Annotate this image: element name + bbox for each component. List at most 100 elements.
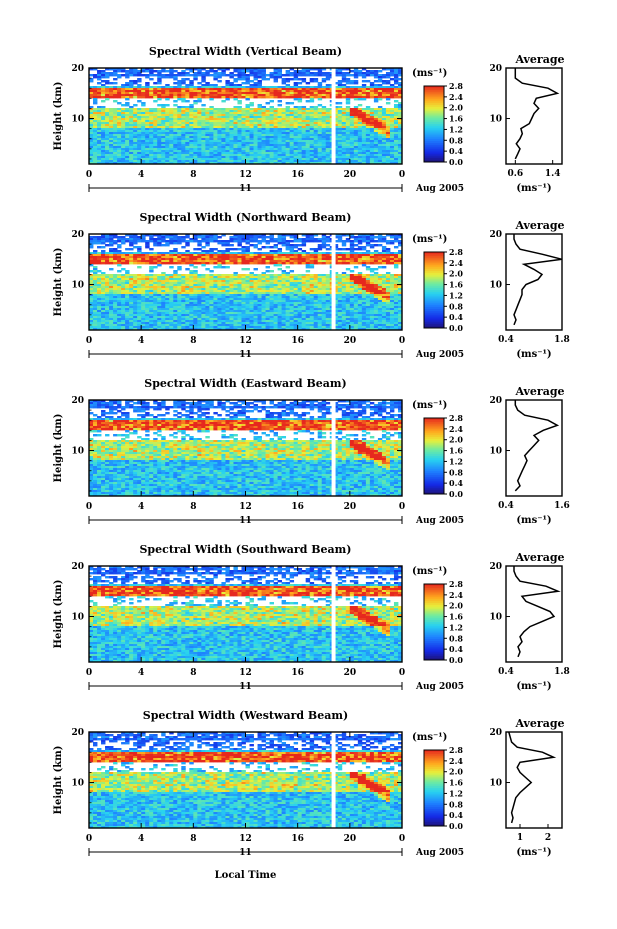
x-tick-label: 16 [291, 170, 304, 180]
x-tick-label: 12 [239, 170, 252, 180]
colorbar-tick-label: 2.8 [449, 81, 463, 91]
colorbar-unit: (ms⁻¹) [412, 68, 447, 79]
profile-x-tick-label: 2 [545, 833, 551, 843]
data-gap [331, 68, 336, 164]
x-tick-label: 8 [190, 834, 196, 844]
colorbar-frame [423, 749, 445, 827]
x-tick-label: 0 [86, 502, 92, 512]
colorbar-tick-label: 1.6 [449, 778, 463, 788]
colorbar-frame [423, 583, 445, 661]
profile-title: Average [514, 219, 564, 232]
x-tick-label: 16 [291, 502, 304, 512]
colorbar-tick-label: 0.8 [449, 633, 463, 643]
y-tick-label: 20 [71, 64, 84, 74]
colorbar-tick-label: 2.8 [449, 579, 463, 589]
x-axis-label: Local Time [215, 870, 277, 881]
profile-x-tick-label: 0.4 [498, 501, 514, 511]
x-tick-label: 0 [86, 834, 92, 844]
profile-line [514, 400, 560, 492]
colorbar-tick-label: 0.8 [449, 301, 463, 311]
y-tick-label: 10 [71, 115, 84, 125]
colorbar [424, 418, 444, 495]
profile-y-tick-label: 20 [489, 230, 502, 240]
profile-x-tick-label: 0.4 [498, 667, 514, 677]
data-gap [331, 234, 336, 330]
colorbar-tick-label: 0.4 [449, 312, 463, 322]
colorbar-tick-label: 0.8 [449, 467, 463, 477]
panel-title: Spectral Width (Vertical Beam) [149, 45, 342, 58]
profile-line [508, 731, 557, 824]
x-tick-label: 8 [190, 668, 196, 678]
x-tick-label: 8 [190, 502, 196, 512]
colorbar-tick-label: 1.2 [449, 290, 463, 300]
colorbar-unit: (ms⁻¹) [412, 566, 447, 577]
y-tick-label: 10 [71, 779, 84, 789]
profile-y-tick-label: 10 [489, 613, 502, 623]
colorbar [424, 750, 444, 827]
x-tick-label: 0 [86, 336, 92, 346]
profile-x-label: (ms⁻¹) [516, 515, 551, 526]
profile-line [513, 234, 563, 326]
x-tick-label: 4 [138, 336, 144, 346]
x-tick-label: 4 [138, 502, 144, 512]
panel-3: Spectral Width (Eastward Beam) Height (km… [53, 377, 570, 526]
y-axis-label: Height (km) [53, 580, 64, 649]
month-label: Aug 2005 [415, 350, 464, 360]
colorbar-tick-label: 0.8 [449, 135, 463, 145]
x-tick-label: 20 [344, 502, 357, 512]
panel-2: Spectral Width (Northward Beam) Height (k… [53, 211, 570, 360]
colorbar-tick-label: 1.2 [449, 456, 463, 466]
panel-title: Spectral Width (Northward Beam) [140, 211, 352, 224]
colorbar-tick-label: 2.8 [449, 745, 463, 755]
profile-y-tick-label: 20 [489, 64, 502, 74]
heatmap-cells [89, 732, 402, 828]
y-tick-label: 20 [71, 396, 84, 406]
x-tick-label: 0 [86, 170, 92, 180]
profile-y-tick-label: 10 [489, 115, 502, 125]
heatmap-cells [89, 400, 402, 496]
colorbar [424, 86, 444, 163]
y-tick-label: 20 [71, 728, 84, 738]
colorbar-tick-label: 0.0 [449, 655, 463, 665]
colorbar-tick-label: 2.0 [449, 601, 463, 611]
profile-frame [505, 233, 563, 331]
colorbar-tick-label: 2.4 [449, 424, 463, 434]
panel-title: Spectral Width (Westward Beam) [143, 709, 348, 722]
heatmap-cells [89, 566, 402, 662]
y-tick-label: 10 [71, 447, 84, 457]
panel-4: Spectral Width (Southward Beam) Height (k… [53, 543, 570, 692]
profile-title: Average [514, 385, 564, 398]
profile-y-tick-label: 20 [489, 396, 502, 406]
profile-frame [505, 565, 563, 663]
month-label: Aug 2005 [415, 682, 464, 692]
x-tick-label: 20 [344, 668, 357, 678]
x-tick-label: 16 [291, 834, 304, 844]
y-axis-label: Height (km) [53, 248, 64, 317]
x-tick-label: 12 [239, 336, 252, 346]
colorbar-tick-label: 1.6 [449, 114, 463, 124]
x-tick-label: 0 [399, 336, 405, 346]
y-tick-label: 10 [71, 613, 84, 623]
y-tick-label: 20 [71, 230, 84, 240]
colorbar-tick-label: 0.4 [449, 478, 463, 488]
colorbar-tick-label: 2.4 [449, 590, 463, 600]
x-tick-label: 4 [138, 668, 144, 678]
data-gap [331, 400, 336, 496]
colorbar [424, 584, 444, 661]
date-label: 11 [239, 516, 252, 526]
colorbar-frame [423, 85, 445, 163]
x-tick-label: 8 [190, 336, 196, 346]
profile-line [513, 566, 561, 658]
x-tick-label: 4 [138, 170, 144, 180]
profile-x-label: (ms⁻¹) [516, 349, 551, 360]
x-tick-label: 0 [399, 170, 405, 180]
x-tick-label: 4 [138, 834, 144, 844]
panel-title: Spectral Width (Southward Beam) [139, 543, 351, 556]
profile-x-tick-label: 1.6 [554, 501, 570, 511]
x-tick-label: 0 [399, 502, 405, 512]
x-tick-label: 0 [86, 668, 92, 678]
colorbar-tick-label: 2.4 [449, 756, 463, 766]
colorbar-tick-label: 0.0 [449, 489, 463, 499]
colorbar-frame [423, 251, 445, 329]
